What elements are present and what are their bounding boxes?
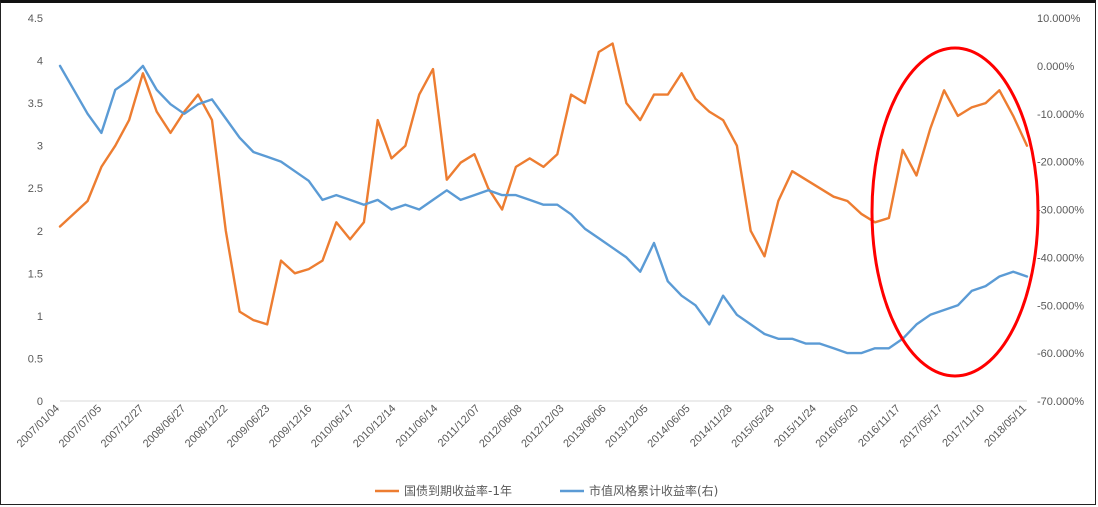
left-y-tick-label: 1 [37,311,43,323]
x-tick-label: 2016/11/17 [856,403,903,450]
right-y-tick-label: -30.000% [1037,205,1084,217]
x-tick-label: 2014/06/05 [645,403,692,450]
highlight-ellipse [870,46,1040,378]
x-axis: 2007/01/042007/07/052007/12/272008/06/27… [15,403,1029,450]
right-y-tick-label: 10.000% [1037,13,1081,25]
x-tick-label: 2011/06/14 [394,403,441,450]
series-line-1 [58,42,1029,326]
x-tick-label: 2015/11/24 [772,403,819,450]
right-y-tick-label: -60.000% [1037,348,1084,360]
x-tick-label: 2008/06/27 [141,403,188,450]
legend-label: 市值风格累计收益率(右) [589,483,718,498]
right-y-tick-label: 0.000% [1037,61,1075,73]
right-y-tick-label: -40.000% [1037,252,1084,264]
x-tick-label: 2007/07/05 [57,403,104,450]
left-y-tick-label: 2.5 [28,183,43,195]
x-tick-label: 2007/12/27 [99,403,146,450]
x-tick-label: 2013/06/06 [561,403,608,450]
right-y-tick-label: -50.000% [1037,300,1084,312]
x-tick-label: 2012/06/08 [477,403,524,450]
left-y-tick-label: 3.5 [28,98,43,110]
legend: 国债到期收益率-1年 市值风格累计收益率(右) [375,483,718,498]
left-y-tick-label: 3 [37,141,43,153]
right-y-tick-label: -20.000% [1037,157,1084,169]
x-tick-label: 2009/06/23 [225,403,272,450]
left-y-tick-label: 4.5 [28,13,43,25]
left-y-tick-label: 0 [37,396,43,408]
x-tick-label: 2007/01/04 [15,403,62,450]
right-y-axis: -70.000% -60.000% -50.000% -40.000% -30.000%… [1037,13,1084,408]
x-tick-label: 2009/12/16 [267,403,314,450]
x-tick-label: 2018/05/11 [982,403,1029,450]
x-tick-label: 2016/05/20 [814,403,861,450]
x-tick-label: 2014/11/28 [688,403,735,450]
left-y-tick-label: 0.5 [28,353,43,365]
right-y-tick-label: -10.000% [1037,109,1084,121]
x-tick-label: 2008/12/22 [183,403,230,450]
x-tick-label: 2017/11/10 [940,403,987,450]
left-y-axis: 0 0.5 1 1.5 2 2.5 3 3.5 4 4.5 [28,13,43,408]
x-tick-label: 2011/12/07 [436,403,483,450]
right-y-tick-label: -70.000% [1037,396,1084,408]
left-y-tick-label: 2 [37,226,43,238]
x-tick-label: 2017/05/17 [898,403,945,450]
left-y-tick-label: 1.5 [28,268,43,280]
x-tick-label: 2010/12/14 [351,403,398,450]
series-layer [58,42,1029,355]
x-tick-label: 2013/12/05 [603,403,650,450]
legend-label: 国债到期收益率-1年 [404,483,512,498]
x-tick-label: 2015/05/28 [729,403,776,450]
x-tick-label: 2010/06/17 [309,403,356,450]
left-y-tick-label: 4 [37,56,43,68]
x-tick-label: 2012/12/03 [519,403,566,450]
series-line-2 [58,64,1029,355]
